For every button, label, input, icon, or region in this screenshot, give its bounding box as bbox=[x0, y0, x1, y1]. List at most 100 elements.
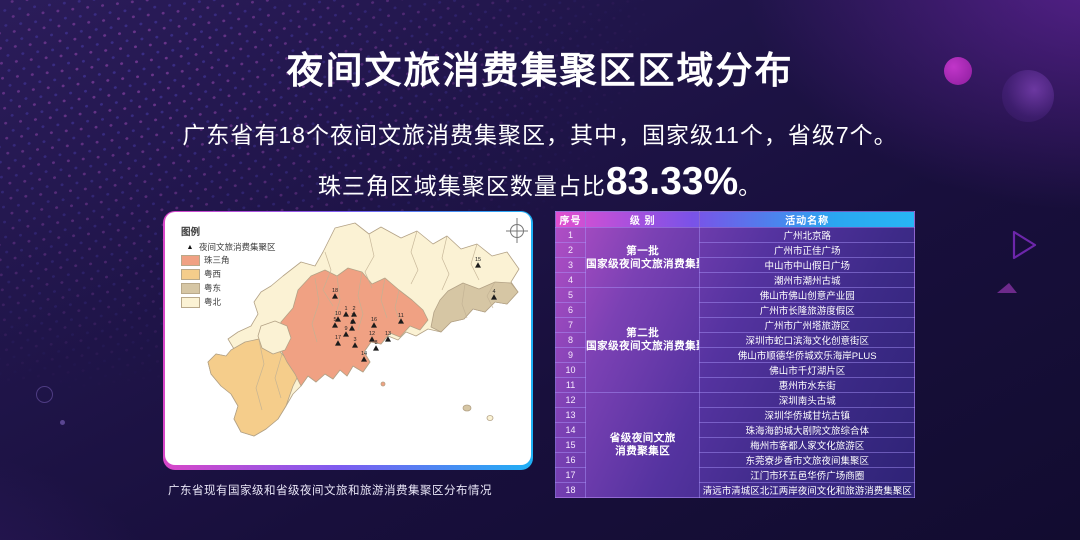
subtitle-line2-suffix: 。 bbox=[738, 173, 763, 199]
level-group-2: 第二批 国家级夜间文旅消费集聚区 bbox=[585, 287, 701, 393]
compass-icon bbox=[506, 218, 528, 243]
prefecture-border bbox=[394, 289, 402, 325]
svg-text:3: 3 bbox=[353, 337, 356, 343]
prefecture-border bbox=[274, 353, 283, 399]
row-name: 清远市清城区北江两岸夜间文化和旅游消费集聚区 bbox=[699, 482, 915, 498]
row-name: 中山市中山假日广场 bbox=[699, 257, 915, 273]
percentage-highlight: 83.33% bbox=[605, 160, 739, 203]
prefecture-border bbox=[255, 339, 265, 411]
row-name: 珠海海韵城大剧院文旅综合体 bbox=[699, 422, 915, 438]
prefecture-border bbox=[486, 281, 496, 309]
svg-text:2: 2 bbox=[352, 306, 355, 312]
svg-text:9: 9 bbox=[344, 326, 347, 332]
map-legend: 图例 ▲ 夜间文旅消费集聚区 珠三角 粤西 粤东 bbox=[181, 224, 276, 308]
row-name: 深圳华侨城甘坑古镇 bbox=[699, 407, 915, 423]
header-level: 级 别 bbox=[585, 211, 701, 228]
svg-text:7: 7 bbox=[351, 313, 354, 319]
legend-item: 珠三角 bbox=[181, 255, 276, 266]
row-no: 15 bbox=[554, 437, 587, 453]
row-no: 9 bbox=[554, 347, 587, 363]
island bbox=[486, 415, 494, 421]
map-marker: 1 bbox=[343, 306, 349, 317]
svg-text:11: 11 bbox=[398, 313, 404, 319]
svg-text:8: 8 bbox=[374, 340, 377, 346]
header-no: 序号 bbox=[554, 211, 587, 228]
row-name: 广州市正佳广场 bbox=[699, 242, 915, 258]
map-marker: 9 bbox=[343, 326, 349, 337]
subtitle-line2-prefix: 珠三角区域集聚区数量占比 bbox=[317, 173, 606, 199]
dot-decoration bbox=[60, 420, 65, 425]
legend-item-marker: ▲ 夜间文旅消费集聚区 bbox=[181, 243, 276, 252]
purple-circle-decoration bbox=[1002, 70, 1054, 122]
group-line2: 国家级夜间文旅消费集聚区 bbox=[586, 257, 699, 270]
prefecture-border bbox=[311, 277, 320, 343]
legend-item: 粤西 bbox=[181, 269, 276, 280]
group-line2: 消费聚集区 bbox=[615, 445, 671, 457]
row-name: 广州市广州塔旅游区 bbox=[699, 317, 915, 333]
color-swatch-yuebei bbox=[181, 297, 200, 308]
map-marker: 3 bbox=[352, 337, 358, 348]
group-line1: 省级夜间文旅 bbox=[609, 432, 676, 444]
svg-text:16: 16 bbox=[371, 317, 377, 323]
color-swatch-yuedong bbox=[181, 283, 200, 294]
svg-text:10: 10 bbox=[335, 311, 341, 317]
row-name: 佛山市顺德华侨城欢乐海岸PLUS bbox=[699, 347, 915, 363]
prefecture-border bbox=[334, 275, 341, 317]
row-name: 东莞寮步香市文旅夜间集聚区 bbox=[699, 452, 915, 468]
row-no: 17 bbox=[554, 467, 587, 483]
table-row: 18 清远市清城区北江两岸夜间文化和旅游消费集聚区 bbox=[554, 482, 915, 498]
table-row: 12 省级夜间文旅 消费聚集区 深圳南头古城 bbox=[554, 392, 915, 498]
map-marker: 15 bbox=[475, 257, 481, 268]
guangdong-map: 123456789101112131415161718 bbox=[207, 218, 528, 437]
row-name: 广州市长隆旅游度假区 bbox=[699, 302, 915, 318]
row-no: 5 bbox=[554, 287, 587, 303]
play-triangle-icon bbox=[1012, 230, 1037, 260]
region-yuedong bbox=[430, 281, 519, 333]
row-no: 16 bbox=[554, 452, 587, 468]
prefecture-border bbox=[461, 283, 468, 319]
map-markers-layer: 123456789101112131415161718 bbox=[332, 257, 497, 362]
map-caption: 广东省现有国家级和省级夜间文旅和旅游消费集聚区分布情况 bbox=[168, 485, 492, 497]
legend-label: 粤东 bbox=[204, 283, 222, 293]
clusters-table: 序号 级 别 活动名称 1 第一批 国家级夜间文旅消费集聚区 广州北京路 2 广州… bbox=[554, 211, 915, 498]
page-title: 夜间文旅消费集聚区区域分布 bbox=[286, 50, 794, 91]
prefecture-border bbox=[410, 230, 419, 285]
prefecture-border bbox=[380, 277, 388, 319]
row-no: 18 bbox=[554, 482, 587, 498]
svg-text:12: 12 bbox=[369, 331, 375, 337]
triangle-marker-icon: ▲ bbox=[186, 243, 194, 251]
svg-text:14: 14 bbox=[361, 351, 367, 357]
svg-text:15: 15 bbox=[475, 257, 481, 263]
row-no: 10 bbox=[554, 362, 587, 378]
group-line1: 第一批 bbox=[626, 244, 660, 257]
level-group-1: 第一批 国家级夜间文旅消费集聚区 bbox=[585, 227, 701, 288]
map-marker: 10 bbox=[335, 311, 341, 322]
map-marker: 4 bbox=[491, 289, 497, 300]
legend-label: 珠三角 bbox=[204, 255, 230, 265]
map-marker: 17 bbox=[335, 335, 341, 346]
header-name: 活动名称 bbox=[699, 211, 915, 228]
row-name: 深圳南头古城 bbox=[699, 392, 915, 408]
row-no: 14 bbox=[554, 422, 587, 438]
table-row: 6 广州市长隆旅游度假区 bbox=[554, 302, 915, 318]
prefecture-border bbox=[357, 271, 364, 331]
map-marker: 18 bbox=[332, 288, 338, 299]
island bbox=[462, 404, 472, 412]
subtitle-line1: 广东省有18个夜间文旅消费集聚区，其中，国家级11个，省级7个。 bbox=[182, 122, 898, 148]
small-triangle-decoration bbox=[997, 283, 1017, 293]
row-no: 7 bbox=[554, 317, 587, 333]
magenta-circle-decoration bbox=[944, 57, 972, 85]
prefecture-border bbox=[470, 243, 480, 281]
svg-text:5: 5 bbox=[333, 317, 336, 323]
group-line1: 第二批 bbox=[626, 327, 660, 339]
headline-block: 夜间文旅消费集聚区区域分布 广东省有18个夜间文旅消费集聚区，其中，国家级11个… bbox=[0, 40, 1080, 204]
row-name: 惠州市水东街 bbox=[699, 377, 915, 393]
legend-item: 粤东 bbox=[181, 283, 276, 294]
map-marker: 8 bbox=[373, 340, 379, 351]
level-group-3: 省级夜间文旅 消费聚集区 bbox=[585, 392, 701, 498]
row-name: 佛山市佛山创意产业园 bbox=[699, 287, 915, 303]
map-card: 123456789101112131415161718 图例 ▲ 夜间文旅消费集… bbox=[165, 212, 531, 465]
row-no: 8 bbox=[554, 332, 587, 348]
row-no: 4 bbox=[554, 272, 587, 288]
